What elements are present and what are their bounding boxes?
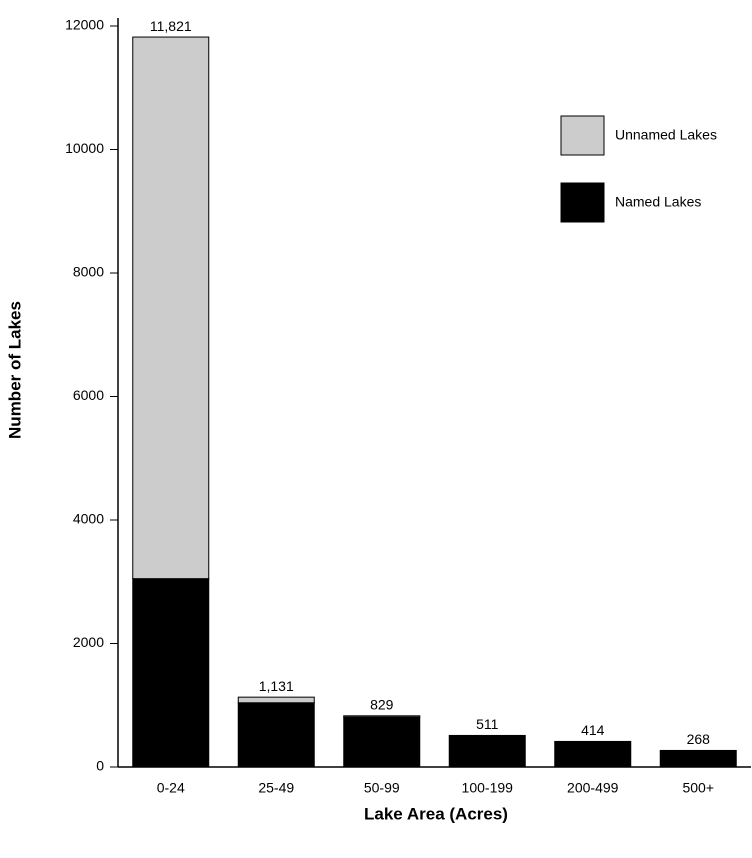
y-tick-label: 12000 — [65, 17, 104, 33]
legend-label: Unnamed Lakes — [615, 127, 717, 143]
y-tick-label: 8000 — [73, 264, 104, 280]
x-tick-label: 0-24 — [157, 780, 185, 796]
bar-segment — [237, 696, 315, 704]
x-tick-label: 50-99 — [364, 780, 400, 796]
y-tick-label: 0 — [96, 758, 104, 774]
total-label: 511 — [476, 716, 499, 732]
total-label: 11,821 — [150, 18, 192, 34]
x-axis-title: Lake Area (Acres) — [364, 804, 508, 823]
x-tick-label: 100-199 — [462, 780, 514, 796]
total-label: 414 — [581, 722, 605, 738]
y-axis-title: Number of Lakes — [5, 301, 24, 439]
x-tick-label: 200-499 — [567, 780, 619, 796]
x-tick-label: 500+ — [682, 780, 714, 796]
total-label: 268 — [687, 731, 711, 747]
legend-swatch — [560, 115, 605, 156]
x-tick-label: 25-49 — [258, 780, 294, 796]
total-label: 1,131 — [259, 678, 294, 694]
y-tick-label: 2000 — [73, 634, 104, 650]
bar-segment — [554, 740, 632, 768]
bar-segment — [343, 716, 421, 768]
bar-segment — [132, 36, 210, 580]
legend-label: Named Lakes — [615, 194, 701, 210]
bar-segment — [132, 578, 210, 768]
bar-segment — [343, 715, 421, 718]
y-tick-label: 4000 — [73, 511, 104, 527]
bar-segment — [448, 734, 526, 768]
y-tick-label: 6000 — [73, 387, 104, 403]
total-label: 829 — [370, 697, 394, 713]
bar-segment — [659, 749, 737, 768]
y-tick-label: 10000 — [65, 140, 104, 156]
legend-swatch — [560, 182, 605, 223]
bar-segment — [237, 702, 315, 768]
